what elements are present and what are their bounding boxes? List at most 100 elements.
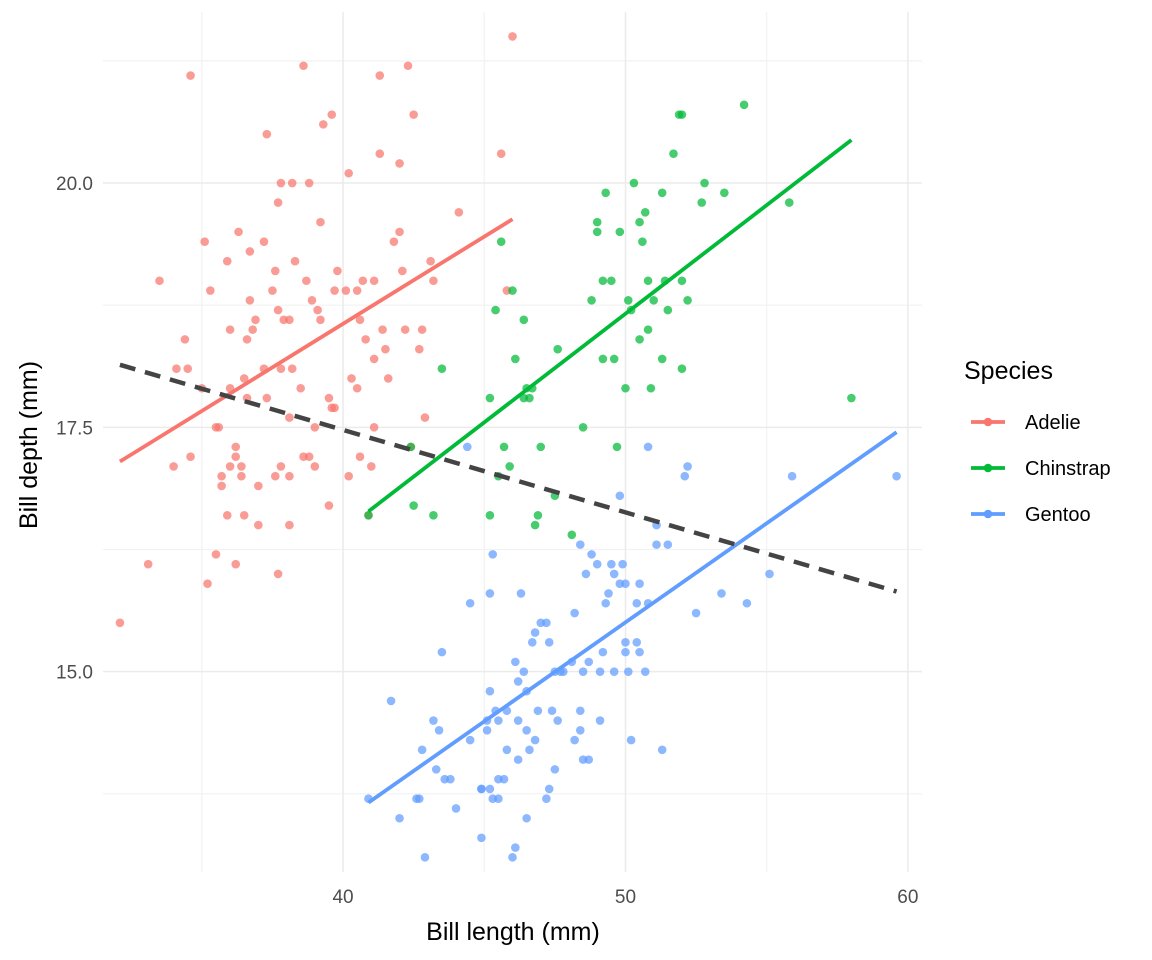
data-point-chinstrap [598,354,608,364]
data-point-adelie [344,471,354,481]
data-point-adelie [296,383,305,393]
fit-line-adelie [118,217,514,464]
data-point-gentoo [652,540,661,549]
data-point-adelie [169,462,178,471]
data-point-chinstrap [649,295,659,305]
data-point-adelie [248,325,257,334]
data-point-adelie [508,32,517,41]
data-point-adelie [361,335,370,344]
data-point-gentoo [519,667,529,676]
data-point-adelie [496,149,506,159]
fit-line-overall [119,362,898,594]
data-point-adelie [358,276,368,286]
data-point-adelie [251,315,260,325]
data-point-gentoo [494,794,503,804]
data-point-gentoo [499,774,509,784]
data-point-gentoo [615,491,625,501]
data-point-gentoo [488,550,498,559]
data-point-gentoo [527,638,537,647]
data-point-adelie [355,452,365,461]
data-point-gentoo [570,735,579,745]
data-point-gentoo [584,657,594,667]
data-point-gentoo [533,706,543,716]
data-point-adelie [231,559,241,569]
data-point-adelie [254,520,263,530]
x-tick-label: 50 [615,887,636,908]
regression-lines [118,138,898,805]
data-point-adelie [231,442,241,452]
data-point-chinstrap [508,286,517,295]
data-point-gentoo [485,589,495,598]
data-point-gentoo [511,843,520,852]
data-point-adelie [417,325,427,334]
data-point-adelie [217,471,226,481]
data-point-adelie [245,295,255,305]
legend-label: Adelie [1025,412,1081,434]
data-point-chinstrap [364,510,373,520]
data-point-gentoo [542,618,551,628]
data-point-adelie [242,393,252,403]
data-point-chinstrap [485,393,495,403]
data-point-adelie [366,462,376,471]
data-point-gentoo [632,638,642,647]
y-tick-label: 17.5 [56,418,93,439]
data-point-gentoo [516,589,526,598]
data-point-chinstrap [657,354,667,364]
data-point-adelie [409,110,418,119]
data-point-chinstrap [697,198,707,207]
data-point-adelie [344,168,354,178]
data-point-adelie [403,61,413,71]
data-point-adelie [381,344,390,354]
data-point-adelie [155,276,164,286]
data-point-chinstrap [533,510,543,520]
data-point-adelie [270,471,280,481]
fit-line-gentoo [367,430,898,805]
data-point-gentoo [601,598,610,608]
data-point-gentoo [494,716,503,725]
data-point-chinstrap [677,276,687,286]
data-point-gentoo [485,784,495,794]
data-point-adelie [200,237,209,246]
data-point-adelie [183,364,193,374]
data-point-adelie [287,364,297,374]
data-point-adelie [239,374,249,383]
data-point-gentoo [522,725,531,735]
data-point-chinstrap [429,510,438,520]
data-point-chinstrap [437,364,447,374]
data-point-gentoo [434,725,444,735]
data-point-gentoo [417,745,427,755]
data-point-gentoo [544,638,554,647]
data-point-adelie [324,501,334,510]
legend: Species Adelie Chinstrap Gentoo [964,357,1111,526]
data-point-adelie [225,462,235,471]
data-point-gentoo [587,550,596,559]
data-point-gentoo [465,598,475,608]
data-point-gentoo [609,667,619,676]
data-point-adelie [400,325,410,334]
data-point-gentoo [584,755,594,764]
data-point-adelie [222,510,232,520]
data-point-gentoo [640,667,650,676]
data-point-chinstrap [530,520,540,530]
data-point-gentoo [621,579,630,589]
data-point-adelie [234,227,243,237]
data-point-chinstrap [536,442,546,452]
data-point-adelie [333,266,342,276]
data-point-gentoo [513,755,523,764]
data-point-chinstrap [621,383,630,393]
y-tick-label: 20.0 [56,174,93,195]
data-point-gentoo [643,442,653,452]
data-point-gentoo [742,598,752,608]
data-point-gentoo [595,716,605,725]
data-point-adelie [276,178,286,188]
data-point-gentoo [446,774,455,784]
data-point-chinstrap [607,276,616,286]
data-point-adelie [276,364,286,374]
data-point-gentoo [553,716,562,725]
data-point-gentoo [420,853,430,862]
data-point-adelie [310,462,320,471]
data-point-adelie [245,247,255,256]
data-point-gentoo [717,589,726,598]
y-axis-title: Bill depth (mm) [15,361,43,529]
data-point-gentoo [550,765,560,774]
